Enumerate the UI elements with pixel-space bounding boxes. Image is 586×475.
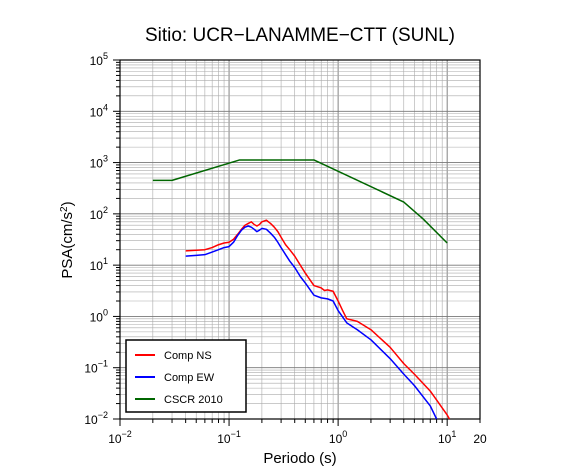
chart-grid: [119, 60, 481, 420]
series-line-comp-ns: [185, 219, 451, 420]
x-tick-exponent: 0: [342, 429, 347, 439]
y-tick-base: 10: [84, 362, 98, 376]
x-tick-base: 10: [108, 432, 122, 446]
series-layer: [152, 159, 451, 420]
axis-ticks: 10−2 10−1 100 101 2010−210−11001011021031041…: [84, 51, 487, 446]
legend-label-cscr-2010: CSCR 2010: [164, 394, 223, 406]
legend: Comp NS Comp EW CSCR 2010: [125, 339, 247, 413]
x-tick-label: 10−1: [217, 429, 241, 446]
x-axis-label: Periodo (s): [263, 450, 336, 467]
x-tick-label: 10−2: [108, 429, 132, 446]
chart-title: Sitio: UCR−LANAMME−CTT (SUNL): [145, 25, 455, 46]
y-axis-label-base: PSA(cm/s: [59, 212, 76, 279]
y-tick-exponent: 0: [103, 307, 108, 317]
legend-label-comp-ns: Comp NS: [164, 350, 212, 362]
x-tick-base: 10: [329, 432, 343, 446]
y-tick-base: 10: [90, 54, 104, 68]
y-tick-base: 10: [90, 157, 104, 171]
series-line-comp-ew: [185, 225, 438, 420]
y-tick-base: 10: [90, 208, 104, 222]
y-tick-exponent: 5: [103, 51, 108, 61]
y-tick-base: 10: [84, 413, 98, 427]
y-tick-exponent: 1: [103, 256, 108, 266]
x-tick-label: 100: [329, 429, 347, 446]
y-tick-exponent: 4: [103, 102, 108, 112]
y-tick-label: 102: [90, 205, 108, 222]
x-tick-label: 20: [473, 432, 487, 446]
y-tick-label: 105: [90, 51, 108, 68]
y-tick-exponent: −2: [98, 410, 108, 420]
series-line-cscr-2010: [152, 159, 448, 244]
y-tick-base: 10: [90, 310, 104, 324]
y-tick-label: 103: [90, 154, 108, 171]
y-axis-label-sup: 2: [59, 206, 70, 212]
y-tick-label: 101: [90, 256, 108, 273]
x-tick-label: 101: [438, 429, 456, 446]
y-tick-label: 10−1: [84, 359, 108, 376]
y-tick-exponent: 2: [103, 205, 108, 215]
x-tick-exponent: 1: [451, 429, 456, 439]
y-tick-exponent: 3: [103, 154, 108, 164]
legend-label-comp-ew: Comp EW: [164, 372, 215, 384]
y-tick-exponent: −1: [98, 359, 108, 369]
x-tick-exponent: −1: [231, 429, 241, 439]
x-tick-base: 20: [473, 432, 487, 446]
y-tick-label: 10−2: [84, 410, 108, 427]
y-axis-label: PSA(cm/s2): [59, 201, 77, 278]
y-axis-label-end: ): [59, 201, 76, 206]
y-tick-base: 10: [90, 105, 104, 119]
x-tick-base: 10: [438, 432, 452, 446]
y-tick-label: 104: [90, 102, 108, 119]
y-tick-base: 10: [90, 259, 104, 273]
x-tick-base: 10: [217, 432, 231, 446]
plot-frame: [119, 59, 481, 420]
x-tick-exponent: −2: [122, 429, 132, 439]
y-tick-label: 100: [90, 307, 108, 324]
